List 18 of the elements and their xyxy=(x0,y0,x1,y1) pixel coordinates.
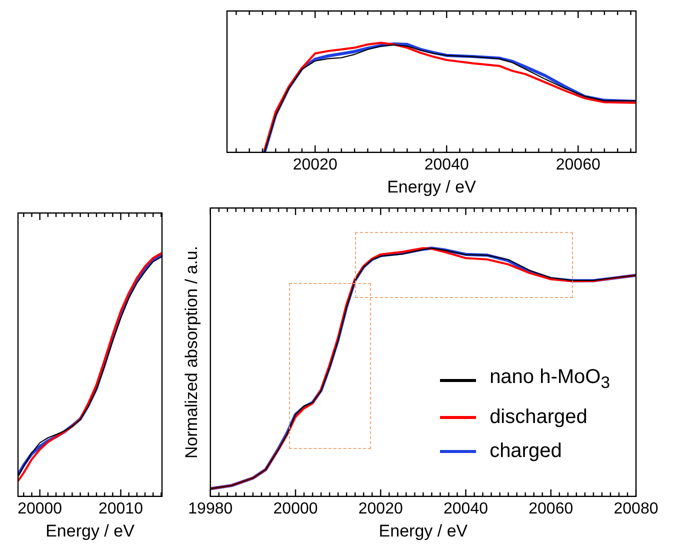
x-axis-title: Energy / eV xyxy=(46,521,136,540)
x-tick-label: 20000 xyxy=(273,500,318,518)
x-tick-label: 20010 xyxy=(98,500,144,518)
x-tick-label: 20060 xyxy=(556,156,600,174)
legend-label: charged xyxy=(490,439,562,464)
x-tick-label: 20020 xyxy=(292,156,338,174)
x-tick-label: 20000 xyxy=(18,500,62,518)
x-tick-label: 19980 xyxy=(188,500,233,518)
legend-label: discharged xyxy=(490,405,588,430)
x-axis-title: Energy / eV xyxy=(378,521,468,540)
x-tick-label: 20040 xyxy=(444,500,488,518)
x-tick-label: 20020 xyxy=(358,500,403,518)
x-tick-label: 20080 xyxy=(614,500,658,518)
y-axis-title: Normalized absorption / a.u. xyxy=(182,246,201,459)
x-axis-title: Energy / eV xyxy=(387,177,477,196)
x-tick-label: 20040 xyxy=(424,156,469,174)
legend-label: nano h-MoO$_{3}$ xyxy=(490,365,610,394)
x-tick-label: 20060 xyxy=(528,500,574,518)
